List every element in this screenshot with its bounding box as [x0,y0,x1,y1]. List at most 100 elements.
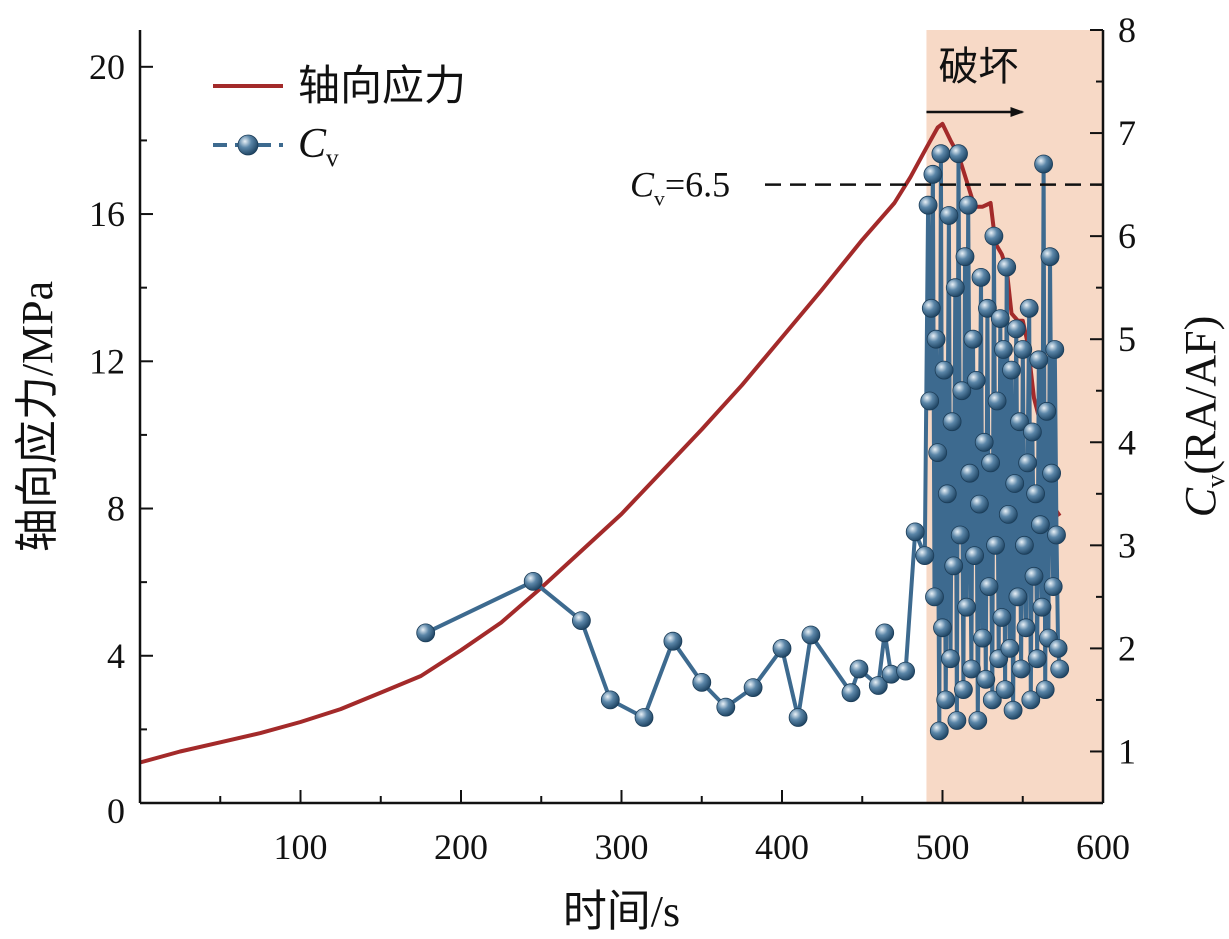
cv-point [1048,639,1068,658]
cv-point [1042,463,1061,483]
cv-point [931,144,951,164]
cv-point [1023,422,1042,442]
failure-label: 破坏 [938,44,1018,89]
cv-point [965,546,984,565]
cv-point [955,247,975,267]
cv-point [1002,360,1021,380]
cv-point [1013,340,1033,359]
y-right-tick-label: 8 [1118,10,1136,50]
cv-point [966,370,986,390]
cv-point [1018,453,1037,473]
cv-point [868,676,888,695]
cv-point [1031,515,1050,535]
cv-point [1003,700,1023,720]
cv-point [716,697,736,717]
cv-point [987,391,1007,411]
legend-cv-marker [237,134,259,156]
cv-point [743,678,763,697]
y-right-axis-label: Cv(RA/AF) [1176,316,1229,517]
y-right-tick-label: 3 [1118,525,1136,565]
y-right-axis-label-symbol: C [1176,487,1225,517]
cv-point [1021,690,1041,710]
cv-point [1019,298,1039,318]
cv-point [926,329,946,349]
cv-point [945,278,965,298]
cv-point [849,659,869,679]
cv-point [974,432,994,452]
cv-point [978,298,997,318]
cv-point [939,206,959,225]
cv-point [947,711,967,730]
cv-point [941,649,960,669]
axes-layer: 100 200 300 400 500 600时间/s048121620轴向应力/MPa1… [13,10,1229,936]
y-right-tick-label: 1 [1118,731,1136,771]
y-right-tick-label: 7 [1118,113,1136,153]
cv-point [957,597,976,617]
cv-point [973,628,992,648]
y-left-tick-label: 0 [107,791,125,831]
cv-point [896,661,915,681]
cv-point [600,690,620,710]
x-tick-label: 400 [755,827,809,867]
cv-point [1050,659,1070,679]
y-left-axis-label: 轴向应力/MPa [13,281,62,552]
y-right-tick-label: 2 [1118,628,1136,668]
cv-point [572,611,591,630]
cv-point [1027,649,1047,669]
x-tick-label: 500 [916,827,970,867]
cv-point [692,673,712,692]
cv-point [1016,618,1036,638]
cv-point [416,623,436,643]
cv-point [1037,401,1057,421]
y-left-tick-label: 4 [107,636,125,676]
legend-layer: 轴向应力 Cv [213,63,466,172]
cv-point [1045,340,1065,359]
cv-point [982,690,1002,710]
y-right-tick-label: 5 [1118,319,1136,359]
cv-point [905,522,925,542]
y-right-axis-label-rest: (RA/AF) [1176,316,1225,475]
cv-point [934,360,954,380]
cv-point [915,546,935,565]
cv-point [998,505,1018,524]
cv-point [986,535,1005,555]
cv-point [958,195,978,215]
cv-point [841,683,861,703]
cv-point [954,680,973,699]
cv-point [1034,154,1053,174]
y-right-tick-label: 6 [1118,216,1136,256]
cv-point [962,659,981,679]
x-tick-label: 300 [595,827,649,867]
cv-point [801,625,821,645]
y-left-tick-label: 8 [107,489,125,529]
threshold-subscript: v [654,187,665,211]
y-right-tick-label: 4 [1118,422,1136,462]
cv-point [923,164,943,184]
cv-point [944,556,964,576]
cv-point [1047,525,1066,545]
cv-point [970,494,989,514]
cv-point [1010,412,1029,432]
cv-point [925,587,944,607]
legend-cv-subscript: v [326,145,339,172]
cv-point [1011,659,1031,679]
y-right-axis-label-subscript: v [1200,474,1229,488]
cv-point [1008,587,1028,607]
cv-point [929,721,949,741]
y-left-tick-label: 20 [89,47,125,87]
cv-point [990,309,1010,329]
cv-point [1035,680,1055,699]
cv-point [971,267,991,287]
cv-point [949,144,968,164]
cv-point [952,381,972,401]
threshold-rest: =6.5 [665,165,730,205]
cv-point [994,340,1013,359]
cv-point [1043,577,1063,596]
x-tick-label: 100 [274,827,328,867]
cv-point [984,226,1004,246]
cv-point [942,412,962,432]
cv-point [960,463,980,483]
cv-point [1024,566,1044,586]
cv-point [634,708,654,727]
